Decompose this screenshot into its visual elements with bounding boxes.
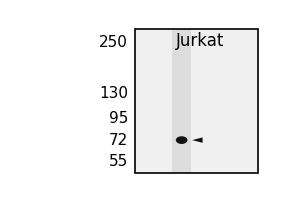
Text: 95: 95 [109, 111, 128, 126]
Text: 250: 250 [99, 35, 128, 50]
Bar [135, 29, 258, 173]
Text: 130: 130 [99, 86, 128, 101]
Bar [135, 29, 258, 173]
Bar [172, 29, 191, 173]
Polygon shape [192, 137, 202, 143]
Text: 72: 72 [109, 133, 128, 148]
Text: 55: 55 [109, 154, 128, 169]
Circle shape [176, 136, 188, 144]
Text: Jurkat: Jurkat [176, 32, 224, 50]
